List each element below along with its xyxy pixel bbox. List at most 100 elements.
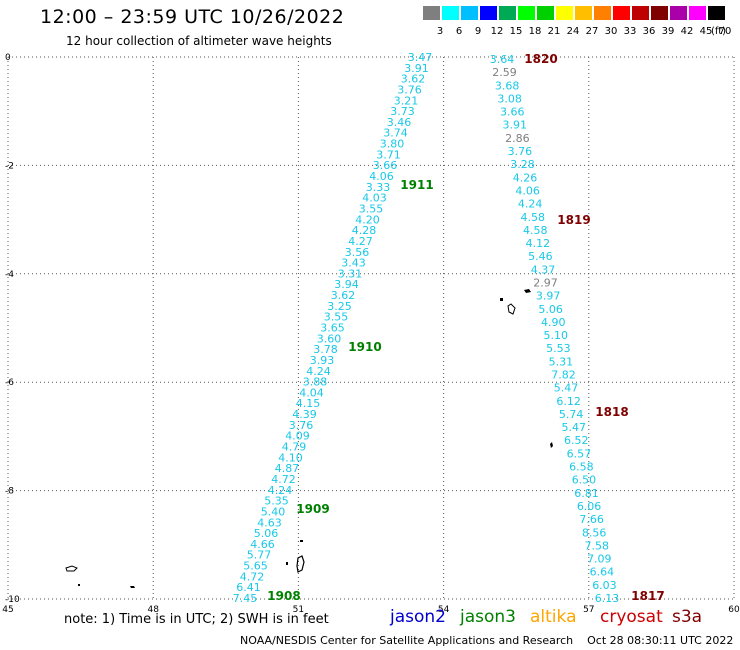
- legend-swatch: [499, 6, 516, 20]
- wave-height-value: 4.79: [282, 441, 307, 454]
- track-time-label: 1820: [524, 52, 557, 66]
- legend-swatch: [423, 6, 440, 20]
- legend-label: 3: [436, 26, 444, 37]
- wave-height-value: 3.31: [338, 267, 363, 280]
- wave-height-value: 7.45: [233, 592, 258, 605]
- wave-height-value: 6.81: [574, 487, 599, 500]
- legend-label: 9: [474, 26, 482, 37]
- wave-height-value: 3.74: [383, 127, 408, 140]
- wave-height-value: 3.60: [317, 332, 342, 345]
- wave-height-value: 3.76: [508, 145, 533, 158]
- track-time-label: 1817: [631, 589, 664, 603]
- x-tick-label: 60: [728, 605, 740, 615]
- wave-height-value: 5.53: [546, 342, 571, 355]
- wave-height-value: 7.58: [585, 539, 610, 552]
- x-tick-label: 54: [438, 605, 450, 615]
- legend-label: 21: [547, 26, 561, 37]
- legend-swatch: [537, 6, 554, 20]
- satellite-label-s3a: s3a: [672, 607, 703, 627]
- legend-label: 24: [566, 26, 580, 37]
- wave-height-value: 3.94: [334, 278, 359, 291]
- page-subtitle: 12 hour collection of altimeter wave hei…: [66, 34, 332, 48]
- satellite-label-cryosat: cryosat: [600, 607, 663, 627]
- wave-height-value: 4.28: [352, 224, 377, 237]
- wave-height-value: 4.06: [515, 184, 540, 197]
- track-time-label: 1910: [348, 340, 381, 354]
- legend-swatch: [518, 6, 535, 20]
- legend-label: 15: [509, 26, 523, 37]
- island-outline: [550, 442, 553, 448]
- wave-height-value: 3.71: [376, 148, 401, 161]
- wave-height-value: 3.73: [390, 105, 415, 118]
- track-time-label: 1911: [400, 178, 433, 192]
- island-outline: [65, 565, 78, 572]
- legend-label: 18: [528, 26, 542, 37]
- wave-height-value: 5.77: [247, 549, 272, 562]
- legend-swatch: [632, 6, 649, 20]
- track-time-label: 1909: [296, 502, 329, 516]
- wave-height-value: 5.74: [559, 408, 584, 421]
- wave-height-value: 4.39: [292, 408, 317, 421]
- island-outline: [296, 555, 305, 573]
- wave-height-value: 3.76: [289, 419, 314, 432]
- wave-height-value: 5.47: [561, 421, 586, 434]
- island-outline: [78, 584, 80, 586]
- wave-height-value: 7.66: [579, 513, 604, 526]
- wave-height-value: 7.09: [587, 553, 612, 566]
- wave-height-value: 5.31: [549, 355, 574, 368]
- wave-height-value: 4.24: [268, 484, 293, 497]
- y-tick-label: 0: [5, 53, 11, 63]
- wave-height-value: 6.50: [572, 474, 597, 487]
- legend-swatch: [708, 6, 725, 20]
- wave-height-value: 4.24: [518, 198, 543, 211]
- wave-height-value: 3.28: [510, 158, 535, 171]
- wave-height-value: 4.66: [250, 538, 275, 551]
- wave-height-value: 3.91: [503, 119, 528, 132]
- wave-height-value: 3.80: [380, 138, 405, 151]
- wave-height-value: 5.46: [528, 250, 553, 263]
- track-time-label: 1818: [595, 405, 628, 419]
- wave-height-value: 3.66: [373, 159, 398, 172]
- wave-height-value: 4.58: [523, 224, 548, 237]
- wave-height-value: 3.25: [327, 300, 352, 313]
- wave-height-value: 5.40: [261, 505, 286, 518]
- wave-height-value: 3.46: [387, 116, 412, 129]
- page-title: 12:00 – 23:59 UTC 10/26/2022: [40, 6, 345, 28]
- legend-label: 6: [455, 26, 463, 37]
- wave-height-value: 4.27: [348, 235, 373, 248]
- x-tick-label: 57: [583, 605, 594, 615]
- legend-label: 39: [661, 26, 675, 37]
- island-outline: [500, 298, 503, 301]
- wave-height-value: 4.37: [531, 263, 556, 276]
- legend-label: 12: [490, 26, 504, 37]
- wave-height-value: 3.56: [345, 246, 370, 259]
- wave-height-value: 3.93: [310, 354, 335, 367]
- legend-swatch: [575, 6, 592, 20]
- wave-height-value: 3.88: [303, 376, 328, 389]
- legend-swatch: [689, 6, 706, 20]
- wave-height-value: 4.63: [257, 516, 282, 529]
- satellite-label-jason3: jason3: [460, 607, 516, 627]
- legend-swatch: [480, 6, 497, 20]
- wave-height-value: 6.41: [236, 581, 261, 594]
- wave-height-value: 6.57: [567, 447, 592, 460]
- legend-label: 30: [604, 26, 618, 37]
- wave-height-value: 4.58: [520, 211, 545, 224]
- wave-height-value: 3.55: [324, 311, 349, 324]
- wave-height-value: 4.09: [285, 430, 310, 443]
- wave-height-value: 6.12: [556, 395, 581, 408]
- wave-height-value: 6.58: [569, 461, 594, 474]
- wave-height-value: 6.03: [592, 579, 617, 592]
- island-outline: [524, 289, 531, 293]
- wave-height-value: 4.10: [278, 451, 303, 464]
- legend-swatch: [651, 6, 668, 20]
- wave-height-value: 2.97: [533, 276, 558, 289]
- wave-height-value: 7.82: [551, 369, 576, 382]
- island-outline: [300, 540, 303, 542]
- wave-height-value: 4.72: [271, 473, 296, 486]
- y-tick-label: -8: [5, 487, 14, 497]
- wave-height-value: 3.66: [500, 106, 525, 119]
- wave-height-value: 4.90: [541, 316, 566, 329]
- wave-height-value: 4.15: [296, 397, 321, 410]
